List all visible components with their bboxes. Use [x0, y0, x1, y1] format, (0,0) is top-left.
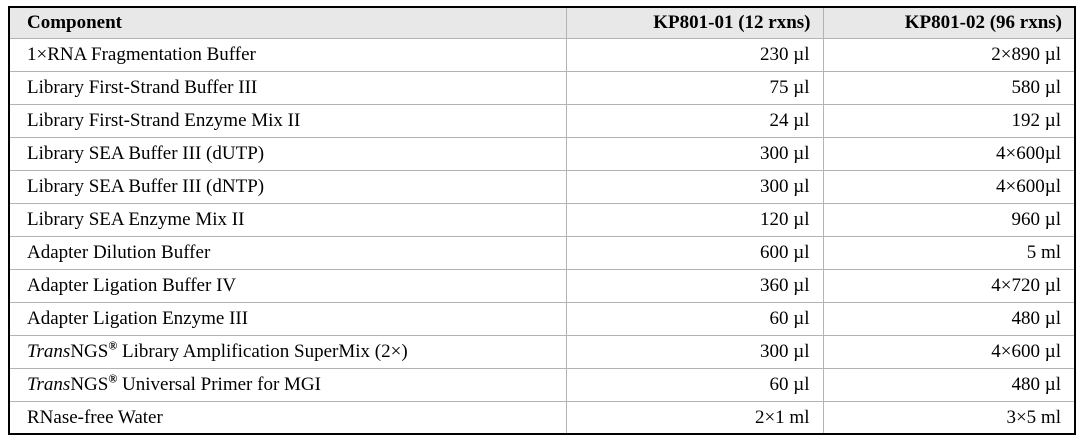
volume-96rxns: 480 µl — [822, 301, 1076, 336]
volume-12rxns: 24 µl — [565, 103, 824, 138]
table-row: TransNGS® Library Amplification SuperMix… — [8, 334, 1076, 369]
component-name-rest: Library Amplification SuperMix (2×) — [117, 341, 408, 362]
component-name: Library First-Strand Enzyme Mix II — [8, 103, 567, 138]
table-row: Library SEA Enzyme Mix II 120 µl 960 µl — [8, 202, 1076, 237]
volume-12rxns: 60 µl — [565, 301, 824, 336]
volume-96rxns: 4×600µl — [822, 136, 1076, 171]
component-name: TransNGS® Library Amplification SuperMix… — [8, 334, 567, 369]
component-name: TransNGS® Universal Primer for MGI — [8, 367, 567, 402]
volume-96rxns: 4×600 µl — [822, 334, 1076, 369]
volume-12rxns: 300 µl — [565, 334, 824, 369]
table-row: Library SEA Buffer III (dUTP) 300 µl 4×6… — [8, 136, 1076, 171]
table-header: Component KP801-01 (12 rxns) KP801-02 (9… — [8, 6, 1076, 39]
table-row: TransNGS® Universal Primer for MGI 60 µl… — [8, 367, 1076, 402]
header-row: Component KP801-01 (12 rxns) KP801-02 (9… — [8, 6, 1076, 39]
volume-96rxns: 5 ml — [822, 235, 1076, 270]
table-row: Adapter Ligation Enzyme III 60 µl 480 µl — [8, 301, 1076, 336]
component-name: Adapter Ligation Enzyme III — [8, 301, 567, 336]
volume-96rxns: 4×600µl — [822, 169, 1076, 204]
volume-12rxns: 60 µl — [565, 367, 824, 402]
table-body: 1×RNA Fragmentation Buffer 230 µl 2×890 … — [8, 37, 1076, 435]
table-row: Adapter Ligation Buffer IV 360 µl 4×720 … — [8, 268, 1076, 303]
component-name: Library SEA Enzyme Mix II — [8, 202, 567, 237]
volume-96rxns: 192 µl — [822, 103, 1076, 138]
volume-12rxns: 120 µl — [565, 202, 824, 237]
component-name: RNase-free Water — [8, 400, 567, 435]
table-row: Adapter Dilution Buffer 600 µl 5 ml — [8, 235, 1076, 270]
table-row: Library First-Strand Buffer III 75 µl 58… — [8, 70, 1076, 105]
component-name: 1×RNA Fragmentation Buffer — [8, 37, 567, 72]
registered-trademark-icon: ® — [108, 338, 118, 353]
volume-96rxns: 580 µl — [822, 70, 1076, 105]
registered-trademark-icon: ® — [108, 371, 118, 386]
table-row: RNase-free Water 2×1 ml 3×5 ml — [8, 400, 1076, 435]
volume-12rxns: 230 µl — [565, 37, 824, 72]
volume-12rxns: 300 µl — [565, 136, 824, 171]
table-row: Library First-Strand Enzyme Mix II 24 µl… — [8, 103, 1076, 138]
component-name-trademark-italic: Trans — [27, 374, 71, 395]
volume-12rxns: 300 µl — [565, 169, 824, 204]
volume-96rxns: 2×890 µl — [822, 37, 1076, 72]
column-header-kp801-01: KP801-01 (12 rxns) — [565, 6, 824, 39]
table-row: 1×RNA Fragmentation Buffer 230 µl 2×890 … — [8, 37, 1076, 72]
volume-96rxns: 480 µl — [822, 367, 1076, 402]
component-name: Adapter Dilution Buffer — [8, 235, 567, 270]
component-name-brand: NGS — [70, 374, 109, 395]
component-name-rest: Universal Primer for MGI — [117, 374, 321, 395]
column-header-component: Component — [8, 6, 567, 39]
volume-96rxns: 3×5 ml — [822, 400, 1076, 435]
volume-96rxns: 4×720 µl — [822, 268, 1076, 303]
volume-96rxns: 960 µl — [822, 202, 1076, 237]
table-row: Library SEA Buffer III (dNTP) 300 µl 4×6… — [8, 169, 1076, 204]
component-name: Adapter Ligation Buffer IV — [8, 268, 567, 303]
column-header-kp801-02: KP801-02 (96 rxns) — [822, 6, 1076, 39]
component-name-brand: NGS — [70, 341, 109, 362]
component-name: Library First-Strand Buffer III — [8, 70, 567, 105]
volume-12rxns: 75 µl — [565, 70, 824, 105]
volume-12rxns: 2×1 ml — [565, 400, 824, 435]
component-name: Library SEA Buffer III (dNTP) — [8, 169, 567, 204]
volume-12rxns: 360 µl — [565, 268, 824, 303]
volume-12rxns: 600 µl — [565, 235, 824, 270]
component-name-trademark-italic: Trans — [27, 341, 71, 362]
kit-components-table: Component KP801-01 (12 rxns) KP801-02 (9… — [8, 6, 1076, 435]
component-name: Library SEA Buffer III (dUTP) — [8, 136, 567, 171]
